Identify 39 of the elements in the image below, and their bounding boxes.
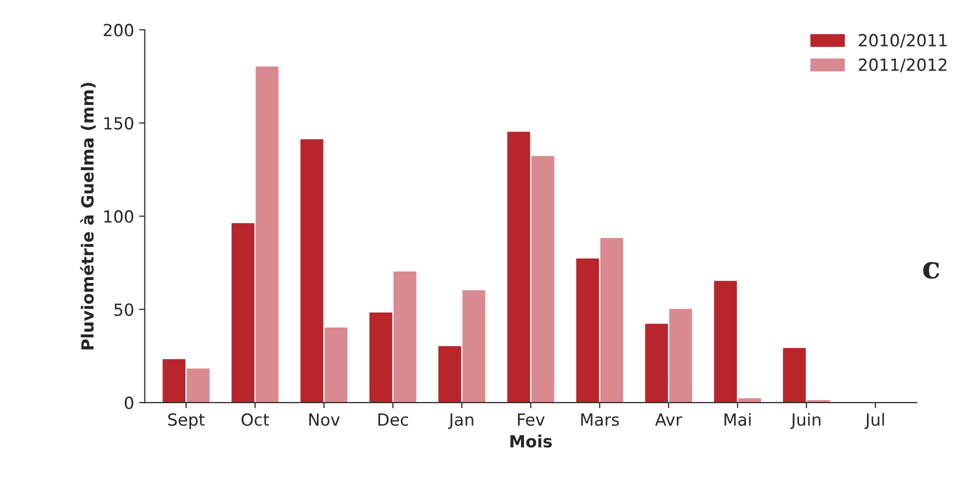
legend-label: 2010/2011	[858, 34, 947, 48]
x-tick-label: Dec	[378, 414, 408, 426]
y-tick-label: 200	[104, 24, 134, 36]
x-tick-label: Avr	[655, 414, 682, 426]
bar	[186, 368, 210, 403]
y-tick-label: 150	[104, 116, 134, 130]
bar	[531, 156, 554, 403]
y-axis-title: Pluviométrie à Guelma (mm)	[80, 82, 96, 350]
bar	[394, 272, 416, 403]
y-tick-label: 100	[104, 210, 134, 223]
bar	[324, 327, 348, 403]
x-axis-title: Mois	[510, 434, 552, 448]
bar	[232, 223, 254, 403]
x-tick-label: Oct	[242, 413, 270, 426]
bar	[645, 324, 668, 403]
bar	[438, 346, 462, 403]
x-tick-label: Jul	[864, 412, 884, 429]
x-tick-label: Mars	[581, 414, 619, 426]
bar	[162, 359, 186, 403]
x-tick-label: Mai	[724, 412, 751, 426]
bar	[507, 132, 530, 403]
bar	[576, 258, 600, 403]
y-tick-label: 50	[114, 303, 134, 316]
bar	[782, 348, 806, 403]
x-tick-label: Nov	[309, 414, 340, 426]
bar	[714, 280, 737, 403]
x-tick-label: Fev	[518, 414, 545, 426]
bar	[600, 238, 624, 403]
x-tick-label: Jan	[448, 414, 474, 429]
text: c	[923, 262, 940, 279]
legend-label: 2011/2012	[858, 58, 946, 72]
bar	[300, 139, 324, 403]
x-tick-label: Sept	[168, 413, 205, 430]
bar	[462, 290, 486, 403]
x-tick-label: Juin	[790, 412, 820, 429]
bar	[669, 308, 692, 403]
y-tick-label: 0	[124, 396, 134, 410]
bar	[256, 66, 279, 403]
bar	[369, 312, 392, 403]
